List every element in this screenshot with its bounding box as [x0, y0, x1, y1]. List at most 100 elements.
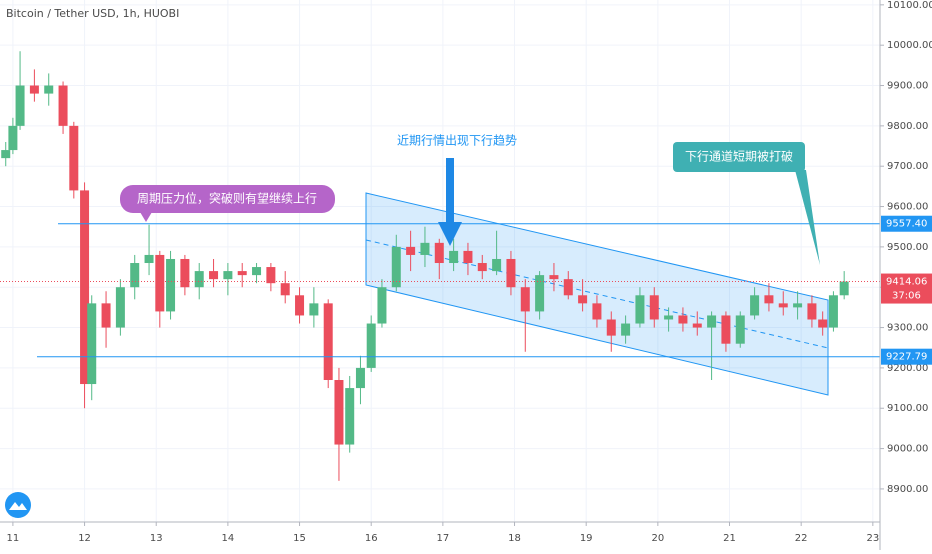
candle-body [101, 303, 111, 328]
x-tick-label: 17 [436, 533, 449, 544]
candle-body [280, 283, 290, 296]
candle-body [194, 271, 204, 288]
candle-body [180, 258, 190, 288]
candle-body [29, 85, 39, 94]
x-tick-label: 14 [222, 533, 235, 544]
candle-body [506, 258, 516, 288]
price-label-box [881, 215, 932, 232]
candle-body [649, 295, 659, 320]
candle-body [295, 295, 305, 316]
last-price-box [881, 273, 932, 304]
candle-body [266, 267, 276, 284]
candle-body [69, 125, 79, 191]
candle-body [420, 242, 430, 255]
candle-body [692, 323, 702, 328]
candle-body [678, 315, 688, 324]
candle-body [391, 246, 401, 288]
y-tick-label: 9800.00 [887, 121, 928, 132]
candle-body [115, 287, 125, 328]
channel-midline [365, 239, 829, 349]
candle-body [406, 246, 416, 255]
candle-body [839, 281, 849, 296]
y-tick-label: 9700.00 [887, 161, 928, 172]
candle-body [44, 85, 54, 94]
candle-body [707, 315, 717, 328]
candle-body [237, 271, 247, 276]
annotation-text: 近期行情出现下行趋势 [397, 134, 517, 148]
candle-body [8, 125, 18, 151]
candle-body [520, 287, 530, 312]
candle-body [15, 85, 25, 126]
x-tick-label: 13 [150, 533, 163, 544]
candle-body [166, 258, 176, 312]
y-tick-label: 9500.00 [887, 242, 928, 253]
logo-circle [5, 492, 31, 518]
candle-body [778, 303, 788, 308]
candle-body [1, 150, 11, 159]
price-label: 9227.79 [886, 352, 927, 363]
candle-body [323, 303, 333, 381]
candle-body [793, 303, 803, 308]
logo [5, 492, 31, 518]
y-tick-label: 9900.00 [887, 81, 928, 92]
candle-body [434, 242, 444, 264]
annotation-text: 下行通道短期被打破 [685, 149, 793, 164]
y-tick-label: 9300.00 [887, 323, 928, 334]
x-tick-label: 15 [293, 533, 306, 544]
candle-body [549, 275, 559, 280]
candle-body [621, 323, 631, 336]
candle-body [377, 287, 387, 324]
candle-body [345, 388, 355, 445]
plot [0, 51, 880, 481]
x-tick-label: 16 [365, 533, 378, 544]
candle-body [664, 315, 674, 320]
x-tick-label: 11 [7, 533, 20, 544]
candle-body [750, 295, 760, 316]
candle-body [252, 267, 262, 276]
x-tick-label: 21 [723, 533, 736, 544]
countdown: 37:06 [892, 291, 921, 302]
bubble-pointer [795, 170, 820, 265]
candle-body [309, 303, 319, 316]
price-label-box [881, 348, 932, 365]
candle-body [366, 323, 376, 368]
candle-body [209, 271, 219, 280]
candle-body [355, 367, 365, 389]
annotation-resistance: 周期压力位，突破则有望继续上行 [120, 185, 335, 222]
candle-body [223, 271, 233, 280]
candle-body [592, 303, 602, 320]
y-tick-label: 8900.00 [887, 484, 928, 495]
candle-body [818, 319, 828, 328]
y-tick-label: 9000.00 [887, 444, 928, 455]
arrow [438, 158, 462, 246]
y-tick-label: 10000.00 [887, 40, 932, 51]
x-tick-label: 12 [78, 533, 91, 544]
annotation-text: 周期压力位，突破则有望继续上行 [137, 191, 317, 206]
annotation-breakout: 下行通道短期被打破 [673, 142, 820, 265]
logo-mark [9, 502, 27, 510]
y-tick-label: 9100.00 [887, 403, 928, 414]
bubble-pointer [140, 212, 152, 222]
candle-body [80, 190, 90, 385]
labels: 8900.009000.009100.009200.009300.009400.… [7, 0, 932, 544]
candle-body [764, 295, 774, 304]
candle-body [635, 295, 645, 324]
x-tick-label: 18 [508, 533, 521, 544]
candle-body [477, 263, 487, 272]
x-tick-label: 23 [866, 533, 879, 544]
candle-body [807, 303, 817, 320]
candle-body [144, 254, 154, 264]
candle-body [58, 85, 68, 126]
x-tick-label: 22 [795, 533, 808, 544]
candle-body [87, 303, 97, 385]
candle-body [606, 319, 616, 336]
candle-body [463, 250, 473, 264]
candle-body [828, 295, 838, 328]
annotation-trend: 近期行情出现下行趋势 [397, 134, 517, 246]
chart-title: Bitcoin / Tether USD, 1h, HUOBI [6, 7, 179, 20]
last-price-label: 9414.06 [886, 277, 927, 288]
candle-body [721, 315, 731, 344]
candle-body [155, 254, 165, 312]
candle-body [563, 279, 573, 296]
